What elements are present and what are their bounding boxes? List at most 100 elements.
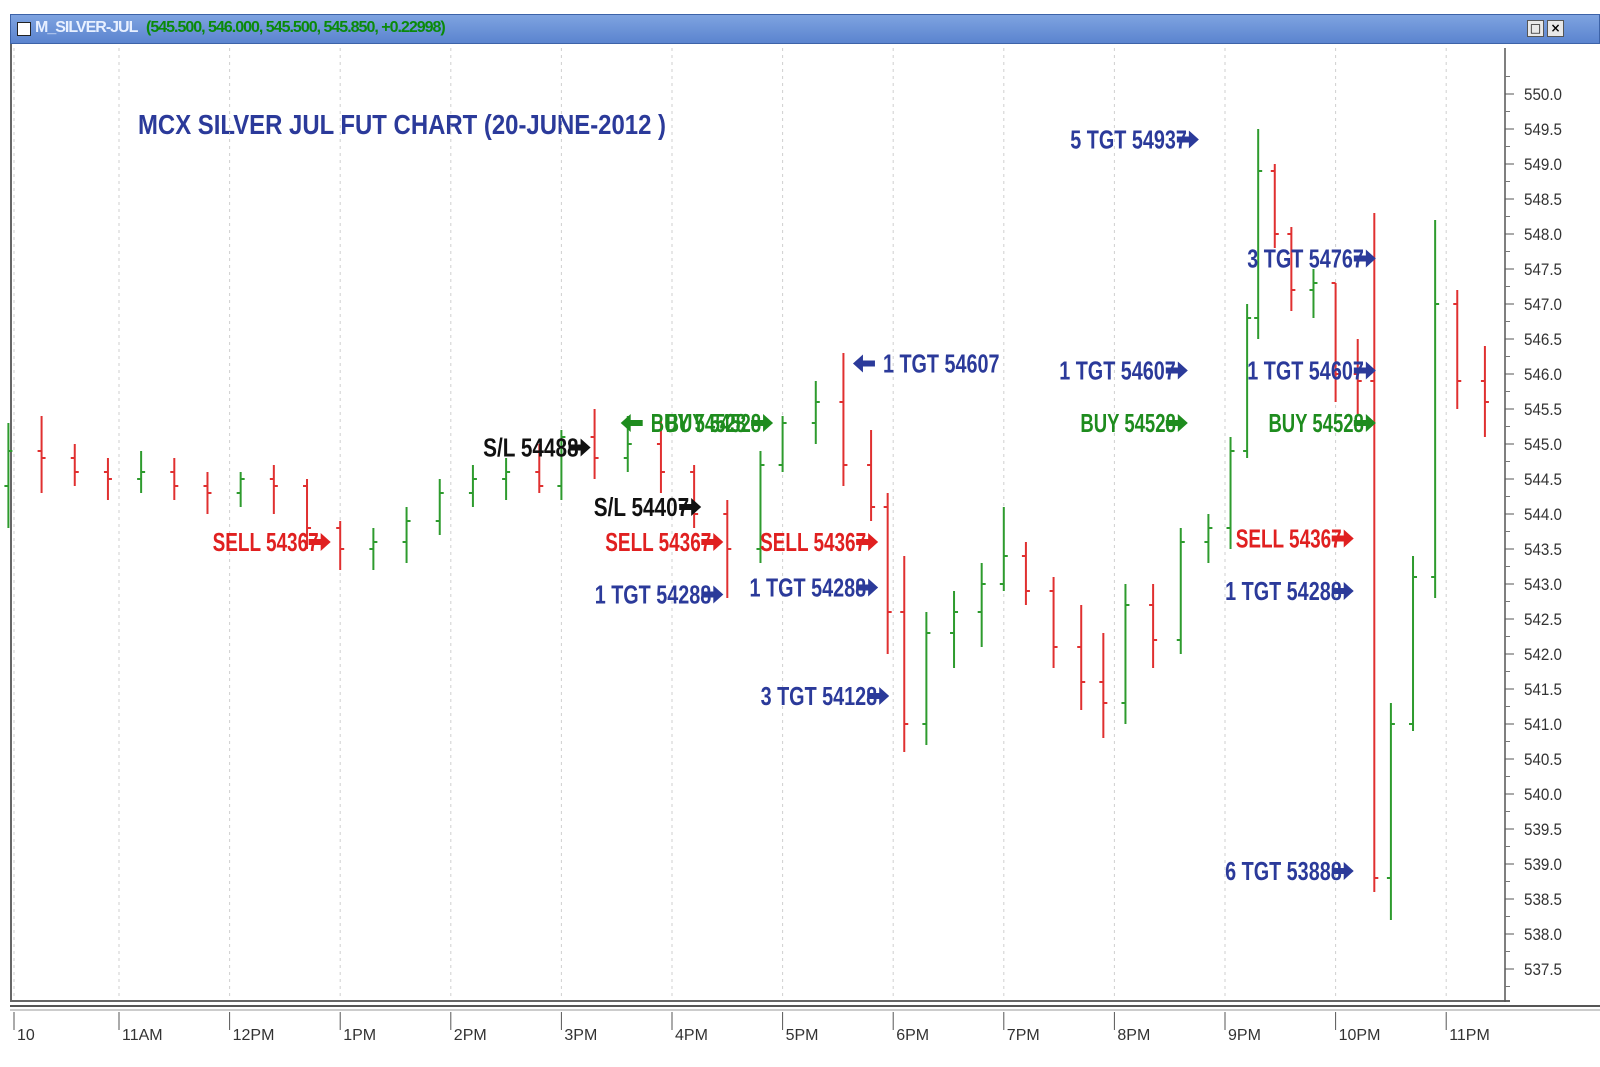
chart-title: MCX SILVER JUL FUT CHART (20-JUNE-2012 ) xyxy=(138,109,666,140)
right-arrow-icon xyxy=(751,414,774,432)
x-tick-label: 1PM xyxy=(343,1027,376,1044)
right-arrow-icon xyxy=(856,578,879,597)
ohlc-bar xyxy=(37,416,46,493)
right-arrow-icon xyxy=(1353,414,1376,432)
annotation-label: 5 TGT 54937 xyxy=(1070,125,1187,155)
y-tick-label: 537.5 xyxy=(1524,960,1562,979)
ohlc-bar xyxy=(535,444,544,493)
ohlc-bar xyxy=(1409,556,1418,731)
trade-annotation: SELL 54367 xyxy=(213,527,331,557)
annotation-label: SELL 54367 xyxy=(760,527,866,557)
trade-annotation: 5 TGT 54937 xyxy=(1070,125,1199,155)
annotation-label: 1 TGT 54607 xyxy=(1059,356,1176,386)
trade-annotation: SELL 54367 xyxy=(1236,524,1354,554)
annotation-label: SELL 54367 xyxy=(213,527,319,557)
right-arrow-icon xyxy=(1165,414,1188,432)
right-arrow-icon xyxy=(701,533,724,551)
ohlc-bar xyxy=(1480,346,1489,437)
ohlc-bar xyxy=(999,507,1008,591)
ohlc-bar xyxy=(1287,227,1296,311)
ohlc-bar xyxy=(1309,269,1318,318)
ohlc-bar xyxy=(1453,290,1462,409)
ohlc-bar xyxy=(1176,528,1185,654)
symbol-label: M_SILVER-JUL xyxy=(35,19,138,36)
annotation-label: S/L 54407 xyxy=(594,492,689,522)
right-arrow-icon xyxy=(568,438,591,457)
window-icon xyxy=(17,22,31,36)
y-tick-label: 549.0 xyxy=(1524,155,1562,174)
y-tick-label: 542.0 xyxy=(1524,645,1562,664)
y-tick-label: 542.5 xyxy=(1524,610,1562,629)
ohlc-bar xyxy=(1270,164,1279,248)
annotation-label: BUY 54528 xyxy=(1080,408,1175,438)
annotation-label: SELL 54367 xyxy=(605,527,711,557)
x-tick-label: 10PM xyxy=(1339,1027,1381,1044)
y-tick-label: 547.5 xyxy=(1524,260,1562,279)
close-icon[interactable]: × xyxy=(1547,20,1564,37)
trade-annotation: 1 TGT 54288 xyxy=(595,580,724,610)
right-arrow-icon xyxy=(1353,249,1376,268)
ohlc-bar xyxy=(1386,703,1395,920)
ohlc-bar xyxy=(690,465,699,528)
ohlc-bar xyxy=(4,423,13,528)
trade-annotation: 3 TGT 54767 xyxy=(1247,244,1376,274)
x-tick-label: 12PM xyxy=(233,1027,275,1044)
ohlc-bar xyxy=(977,563,986,647)
ohlc-bar xyxy=(1370,213,1379,892)
ohlc-bar xyxy=(1204,514,1213,563)
annotation-label: BUY 54528 xyxy=(651,408,746,438)
chart-window-titlebar: M_SILVER-JUL (545.500, 546.000, 545.500,… xyxy=(10,14,1600,44)
ohlc-bar xyxy=(468,465,477,507)
annotation-label: 1 TGT 54288 xyxy=(750,573,867,603)
right-arrow-icon xyxy=(308,533,331,551)
x-tick-label: 9PM xyxy=(1228,1027,1261,1044)
right-arrow-icon xyxy=(856,533,879,551)
y-tick-label: 550.0 xyxy=(1524,85,1562,104)
ohlc-bar xyxy=(883,493,892,654)
right-arrow-icon xyxy=(1331,529,1354,548)
right-arrow-icon xyxy=(1331,582,1354,600)
annotation-label: 1 TGT 54607 xyxy=(883,349,1000,379)
ohlc-bar xyxy=(1099,633,1108,738)
ohlc-bar xyxy=(723,500,732,598)
ohlc-bar xyxy=(839,353,848,486)
ohlc-bar xyxy=(656,416,665,493)
y-tick-label: 545.0 xyxy=(1524,435,1562,454)
ohlc-bar xyxy=(1077,605,1086,710)
annotation-label: BUY 54528 xyxy=(1268,408,1363,438)
y-tick-label: 538.0 xyxy=(1524,925,1562,944)
ohlc-bar xyxy=(137,451,146,493)
y-tick-label: 540.5 xyxy=(1524,750,1562,769)
trade-annotation: 1 TGT 54288 xyxy=(750,573,879,603)
restore-icon[interactable]: □ xyxy=(1527,20,1544,37)
y-tick-label: 546.5 xyxy=(1524,330,1562,349)
ohlc-bar xyxy=(900,556,909,752)
x-tick-label: 3PM xyxy=(564,1027,597,1044)
ohlc-bar xyxy=(811,381,820,444)
ohlc-bar xyxy=(867,430,876,521)
y-tick-label: 543.0 xyxy=(1524,575,1562,594)
ohlc-bar xyxy=(1243,304,1252,458)
y-tick-label: 541.5 xyxy=(1524,680,1562,699)
y-tick-label: 546.0 xyxy=(1524,365,1562,384)
annotation-label: 3 TGT 54767 xyxy=(1247,244,1364,274)
ohlc-bar xyxy=(1021,542,1030,605)
y-tick-label: 539.0 xyxy=(1524,855,1562,874)
trade-annotation: SELL 54367 xyxy=(605,527,724,557)
ohlc-bar xyxy=(103,458,112,500)
ohlc-bar xyxy=(557,430,566,500)
trade-annotation: BUY 54528 xyxy=(620,408,746,438)
ohlc-bar xyxy=(778,416,787,472)
y-tick-label: 544.0 xyxy=(1524,505,1562,524)
ohlc-bar xyxy=(1049,577,1058,668)
x-tick-label: 4PM xyxy=(675,1027,708,1044)
right-arrow-icon xyxy=(867,687,890,705)
y-tick-label: 547.0 xyxy=(1524,295,1562,314)
annotation-label: 1 TGT 54607 xyxy=(1247,356,1364,386)
trade-annotation: BUY 54528 xyxy=(1268,408,1376,438)
annotation-label: 6 TGT 53888 xyxy=(1225,856,1342,886)
x-tick-label: 10 xyxy=(17,1027,35,1044)
ohlc-bar xyxy=(756,451,765,563)
ohlc-bar xyxy=(236,472,245,507)
